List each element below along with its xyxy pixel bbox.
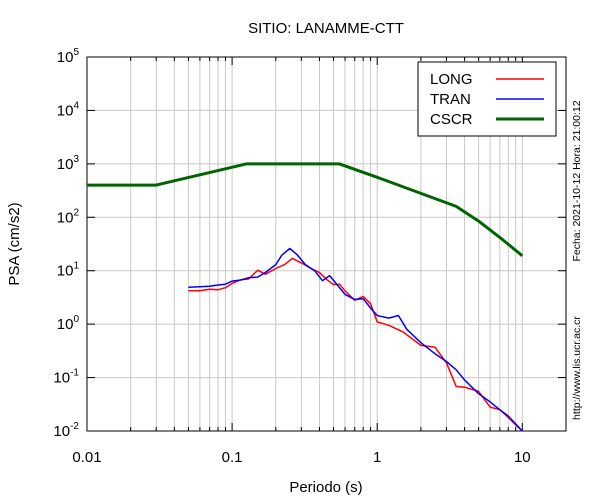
y-tick-label: 102: [57, 207, 80, 226]
series-lines: [87, 162, 524, 432]
y-tick-label: 101: [57, 261, 80, 280]
legend-label-tran: TRAN: [430, 91, 471, 108]
x-axis-label: Periodo (s): [289, 479, 362, 496]
x-tick-label: 10: [514, 449, 531, 466]
legend-label-cscr: CSCR: [430, 111, 473, 128]
y-tick-label: 10-1: [53, 368, 79, 387]
plot-frame: [86, 56, 567, 432]
y-tick-label: 10-2: [53, 421, 79, 440]
y-tick-label: 100: [57, 314, 80, 333]
x-tick-label: 1: [373, 449, 381, 466]
y-tick-label: 105: [57, 47, 80, 66]
timestamp-text: Fecha: 2021-10-12 Hora: 21:00:12: [571, 100, 583, 261]
x-tick-label: 0.1: [222, 449, 243, 466]
legend-label-long: LONG: [430, 71, 473, 88]
x-tick-label: 0.01: [72, 449, 101, 466]
series-line-cscr: [87, 162, 524, 257]
series-line-long: [188, 257, 523, 432]
source-url-text: http://www.lis.ucr.ac.cr: [571, 316, 583, 420]
chart-title: SITIO: LANAMME-CTT: [248, 20, 404, 37]
y-axis-label: PSA (cm/s2): [6, 202, 23, 285]
legend: LONG TRAN CSCR: [417, 61, 557, 137]
y-tick-label: 104: [57, 100, 80, 119]
y-tick-label: 103: [57, 154, 80, 173]
series-line-tran: [188, 247, 523, 432]
axes: 0.01 0.1 1 10 10-2 10-1 100 101 102 103 104 105: [53, 47, 567, 466]
